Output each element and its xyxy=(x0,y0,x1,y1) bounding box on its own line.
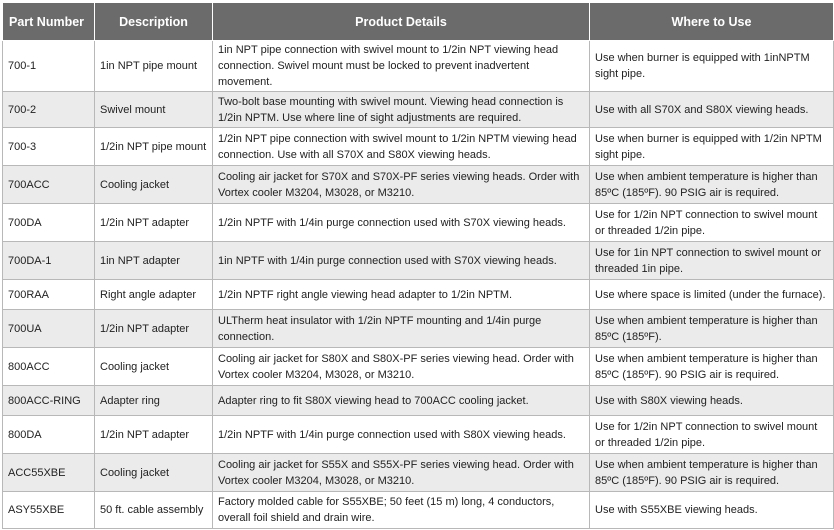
part-number-cell: 800ACC-RING xyxy=(2,385,95,416)
description-cell: Adapter ring xyxy=(94,385,213,416)
description-cell: 1/2in NPT adapter xyxy=(94,415,213,454)
product-details-cell: Cooling air jacket for S80X and S80X-PF … xyxy=(212,347,590,386)
product-details-cell: 1in NPTF with 1/4in purge connection use… xyxy=(212,241,590,280)
description-cell: Cooling jacket xyxy=(94,453,213,492)
where-to-use-cell: Use when burner is equipped with 1inNPTM… xyxy=(589,40,834,92)
description-cell: 1in NPT adapter xyxy=(94,241,213,280)
product-details-cell: Two-bolt base mounting with swivel mount… xyxy=(212,91,590,128)
table-row: 700DA 1/2in NPT adapter 1/2in NPTF with … xyxy=(2,203,834,242)
part-number-cell: 700RAA xyxy=(2,279,95,310)
where-to-use-cell: Use for 1/2in NPT connection to swivel m… xyxy=(589,203,834,242)
part-number-cell: 700ACC xyxy=(2,165,95,204)
product-details-cell: 1/2in NPTF right angle viewing head adap… xyxy=(212,279,590,310)
header-where-to-use: Where to Use xyxy=(589,2,834,41)
table-row: 700DA-1 1in NPT adapter 1in NPTF with 1/… xyxy=(2,241,834,280)
where-to-use-cell: Use where space is limited (under the fu… xyxy=(589,279,834,310)
table-row: 800ACC Cooling jacket Cooling air jacket… xyxy=(2,347,834,386)
part-number-cell: 700DA-1 xyxy=(2,241,95,280)
table-row: 800DA 1/2in NPT adapter 1/2in NPTF with … xyxy=(2,415,834,454)
description-cell: 1/2in NPT adapter xyxy=(94,203,213,242)
product-details-cell: 1/2in NPTF with 1/4in purge connection u… xyxy=(212,203,590,242)
description-cell: 1in NPT pipe mount xyxy=(94,40,213,92)
part-number-cell: 800ACC xyxy=(2,347,95,386)
description-cell: 1/2in NPT pipe mount xyxy=(94,127,213,166)
where-to-use-cell: Use for 1/2in NPT connection to swivel m… xyxy=(589,415,834,454)
header-product-details: Product Details xyxy=(212,2,590,41)
where-to-use-cell: Use for 1in NPT connection to swivel mou… xyxy=(589,241,834,280)
where-to-use-cell: Use when ambient temperature is higher t… xyxy=(589,453,834,492)
where-to-use-cell: Use when ambient temperature is higher t… xyxy=(589,309,834,348)
where-to-use-cell: Use with S55XBE viewing heads. xyxy=(589,491,834,529)
where-to-use-cell: Use with all S70X and S80X viewing heads… xyxy=(589,91,834,128)
part-number-cell: 800DA xyxy=(2,415,95,454)
part-number-cell: 700-2 xyxy=(2,91,95,128)
part-number-cell: ACC55XBE xyxy=(2,453,95,492)
header-part-number: Part Number xyxy=(2,2,95,41)
header-description: Description xyxy=(94,2,213,41)
table-row: ACC55XBE Cooling jacket Cooling air jack… xyxy=(2,453,834,492)
product-details-cell: 1in NPT pipe connection with swivel moun… xyxy=(212,40,590,92)
product-details-cell: ULTherm heat insulator with 1/2in NPTF m… xyxy=(212,309,590,348)
product-details-cell: Adapter ring to fit S80X viewing head to… xyxy=(212,385,590,416)
where-to-use-cell: Use when burner is equipped with 1/2in N… xyxy=(589,127,834,166)
description-cell: 1/2in NPT adapter xyxy=(94,309,213,348)
description-cell: Cooling jacket xyxy=(94,165,213,204)
table-row: 700-3 1/2in NPT pipe mount 1/2in NPT pip… xyxy=(2,127,834,166)
product-details-cell: Cooling air jacket for S70X and S70X-PF … xyxy=(212,165,590,204)
product-details-cell: Factory molded cable for S55XBE; 50 feet… xyxy=(212,491,590,529)
table-header-row: Part Number Description Product Details … xyxy=(2,2,834,41)
table-row: 700RAA Right angle adapter 1/2in NPTF ri… xyxy=(2,279,834,310)
part-number-cell: ASY55XBE xyxy=(2,491,95,529)
table-row: 700UA 1/2in NPT adapter ULTherm heat ins… xyxy=(2,309,834,348)
where-to-use-cell: Use with S80X viewing heads. xyxy=(589,385,834,416)
description-cell: 50 ft. cable assembly xyxy=(94,491,213,529)
product-details-cell: 1/2in NPT pipe connection with swivel mo… xyxy=(212,127,590,166)
table-row: 700-1 1in NPT pipe mount 1in NPT pipe co… xyxy=(2,40,834,92)
part-number-cell: 700-3 xyxy=(2,127,95,166)
product-details-cell: Cooling air jacket for S55X and S55X-PF … xyxy=(212,453,590,492)
part-number-cell: 700-1 xyxy=(2,40,95,92)
table-row: 700ACC Cooling jacket Cooling air jacket… xyxy=(2,165,834,204)
description-cell: Right angle adapter xyxy=(94,279,213,310)
part-number-cell: 700DA xyxy=(2,203,95,242)
description-cell: Swivel mount xyxy=(94,91,213,128)
table-row: 800ACC-RING Adapter ring Adapter ring to… xyxy=(2,385,834,416)
table-row: 700-2 Swivel mount Two-bolt base mountin… xyxy=(2,91,834,128)
product-details-cell: 1/2in NPTF with 1/4in purge connection u… xyxy=(212,415,590,454)
description-cell: Cooling jacket xyxy=(94,347,213,386)
part-number-cell: 700UA xyxy=(2,309,95,348)
table-row: ASY55XBE 50 ft. cable assembly Factory m… xyxy=(2,491,834,529)
where-to-use-cell: Use when ambient temperature is higher t… xyxy=(589,347,834,386)
where-to-use-cell: Use when ambient temperature is higher t… xyxy=(589,165,834,204)
